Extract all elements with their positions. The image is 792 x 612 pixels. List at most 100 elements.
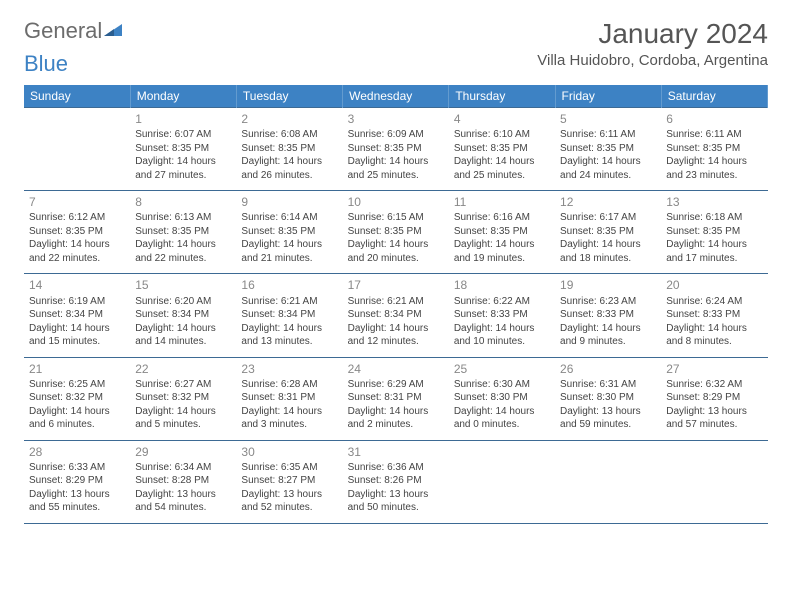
day-number: 30 (241, 444, 337, 460)
day-number: 7 (29, 194, 125, 210)
day-number: 28 (29, 444, 125, 460)
sunset-text: Sunset: 8:29 PM (666, 391, 762, 405)
day-number: 2 (241, 111, 337, 127)
week-row: 1Sunrise: 6:07 AMSunset: 8:35 PMDaylight… (24, 108, 768, 191)
sunrise-text: Sunrise: 6:11 AM (666, 128, 762, 142)
day-cell (449, 440, 555, 523)
day-cell: 25Sunrise: 6:30 AMSunset: 8:30 PMDayligh… (449, 357, 555, 440)
daylight-text: and 23 minutes. (666, 169, 762, 183)
day-cell: 8Sunrise: 6:13 AMSunset: 8:35 PMDaylight… (130, 191, 236, 274)
sunset-text: Sunset: 8:28 PM (135, 474, 231, 488)
daylight-text: Daylight: 14 hours (666, 238, 762, 252)
sunset-text: Sunset: 8:35 PM (241, 225, 337, 239)
daylight-text: and 54 minutes. (135, 501, 231, 515)
daylight-text: Daylight: 14 hours (135, 405, 231, 419)
sunrise-text: Sunrise: 6:09 AM (348, 128, 444, 142)
day-number: 13 (666, 194, 762, 210)
day-number: 5 (560, 111, 656, 127)
daylight-text: Daylight: 13 hours (666, 405, 762, 419)
day-cell: 5Sunrise: 6:11 AMSunset: 8:35 PMDaylight… (555, 108, 661, 191)
sunrise-text: Sunrise: 6:13 AM (135, 211, 231, 225)
daylight-text: Daylight: 14 hours (29, 322, 125, 336)
daylight-text: Daylight: 14 hours (135, 155, 231, 169)
sunrise-text: Sunrise: 6:36 AM (348, 461, 444, 475)
sunrise-text: Sunrise: 6:07 AM (135, 128, 231, 142)
calendar-table: Sunday Monday Tuesday Wednesday Thursday… (24, 85, 768, 524)
sunset-text: Sunset: 8:30 PM (454, 391, 550, 405)
weekday-header: Saturday (661, 85, 767, 108)
daylight-text: and 26 minutes. (241, 169, 337, 183)
sunrise-text: Sunrise: 6:08 AM (241, 128, 337, 142)
daylight-text: Daylight: 14 hours (29, 238, 125, 252)
sunrise-text: Sunrise: 6:11 AM (560, 128, 656, 142)
day-cell: 26Sunrise: 6:31 AMSunset: 8:30 PMDayligh… (555, 357, 661, 440)
daylight-text: and 2 minutes. (348, 418, 444, 432)
daylight-text: and 8 minutes. (666, 335, 762, 349)
location-text: Villa Huidobro, Cordoba, Argentina (537, 52, 768, 69)
week-row: 21Sunrise: 6:25 AMSunset: 8:32 PMDayligh… (24, 357, 768, 440)
month-title: January 2024 (537, 18, 768, 50)
daylight-text: Daylight: 14 hours (666, 322, 762, 336)
day-number: 25 (454, 361, 550, 377)
sunrise-text: Sunrise: 6:25 AM (29, 378, 125, 392)
daylight-text: and 52 minutes. (241, 501, 337, 515)
day-cell: 23Sunrise: 6:28 AMSunset: 8:31 PMDayligh… (236, 357, 342, 440)
daylight-text: Daylight: 14 hours (241, 322, 337, 336)
sunrise-text: Sunrise: 6:21 AM (348, 295, 444, 309)
day-number: 14 (29, 277, 125, 293)
day-number: 23 (241, 361, 337, 377)
day-number: 15 (135, 277, 231, 293)
day-number: 31 (348, 444, 444, 460)
weekday-header: Monday (130, 85, 236, 108)
daylight-text: Daylight: 14 hours (560, 155, 656, 169)
sunset-text: Sunset: 8:35 PM (454, 225, 550, 239)
sunset-text: Sunset: 8:27 PM (241, 474, 337, 488)
day-cell: 20Sunrise: 6:24 AMSunset: 8:33 PMDayligh… (661, 274, 767, 357)
daylight-text: Daylight: 13 hours (348, 488, 444, 502)
sunrise-text: Sunrise: 6:30 AM (454, 378, 550, 392)
sunrise-text: Sunrise: 6:12 AM (29, 211, 125, 225)
sunrise-text: Sunrise: 6:19 AM (29, 295, 125, 309)
day-number: 10 (348, 194, 444, 210)
daylight-text: Daylight: 14 hours (241, 238, 337, 252)
sunrise-text: Sunrise: 6:35 AM (241, 461, 337, 475)
daylight-text: and 0 minutes. (454, 418, 550, 432)
day-cell: 11Sunrise: 6:16 AMSunset: 8:35 PMDayligh… (449, 191, 555, 274)
day-cell: 10Sunrise: 6:15 AMSunset: 8:35 PMDayligh… (343, 191, 449, 274)
daylight-text: Daylight: 14 hours (241, 155, 337, 169)
daylight-text: and 55 minutes. (29, 501, 125, 515)
sunset-text: Sunset: 8:32 PM (135, 391, 231, 405)
sunset-text: Sunset: 8:35 PM (666, 225, 762, 239)
daylight-text: Daylight: 14 hours (666, 155, 762, 169)
logo-triangle-icon (104, 18, 124, 44)
day-cell: 3Sunrise: 6:09 AMSunset: 8:35 PMDaylight… (343, 108, 449, 191)
daylight-text: and 6 minutes. (29, 418, 125, 432)
sunrise-text: Sunrise: 6:21 AM (241, 295, 337, 309)
sunset-text: Sunset: 8:29 PM (29, 474, 125, 488)
day-number: 12 (560, 194, 656, 210)
sunrise-text: Sunrise: 6:17 AM (560, 211, 656, 225)
day-number: 17 (348, 277, 444, 293)
sunset-text: Sunset: 8:35 PM (348, 225, 444, 239)
daylight-text: and 15 minutes. (29, 335, 125, 349)
daylight-text: Daylight: 14 hours (454, 155, 550, 169)
daylight-text: and 21 minutes. (241, 252, 337, 266)
day-cell: 19Sunrise: 6:23 AMSunset: 8:33 PMDayligh… (555, 274, 661, 357)
sunrise-text: Sunrise: 6:28 AM (241, 378, 337, 392)
daylight-text: Daylight: 14 hours (560, 238, 656, 252)
daylight-text: Daylight: 14 hours (135, 238, 231, 252)
logo-text-blue: Blue (24, 51, 68, 76)
day-number: 16 (241, 277, 337, 293)
sunrise-text: Sunrise: 6:20 AM (135, 295, 231, 309)
day-number: 3 (348, 111, 444, 127)
daylight-text: and 59 minutes. (560, 418, 656, 432)
sunset-text: Sunset: 8:35 PM (666, 142, 762, 156)
daylight-text: and 22 minutes. (29, 252, 125, 266)
logo: General (24, 18, 124, 44)
daylight-text: and 20 minutes. (348, 252, 444, 266)
sunset-text: Sunset: 8:32 PM (29, 391, 125, 405)
sunset-text: Sunset: 8:34 PM (135, 308, 231, 322)
sunset-text: Sunset: 8:31 PM (348, 391, 444, 405)
sunrise-text: Sunrise: 6:24 AM (666, 295, 762, 309)
daylight-text: Daylight: 14 hours (348, 238, 444, 252)
